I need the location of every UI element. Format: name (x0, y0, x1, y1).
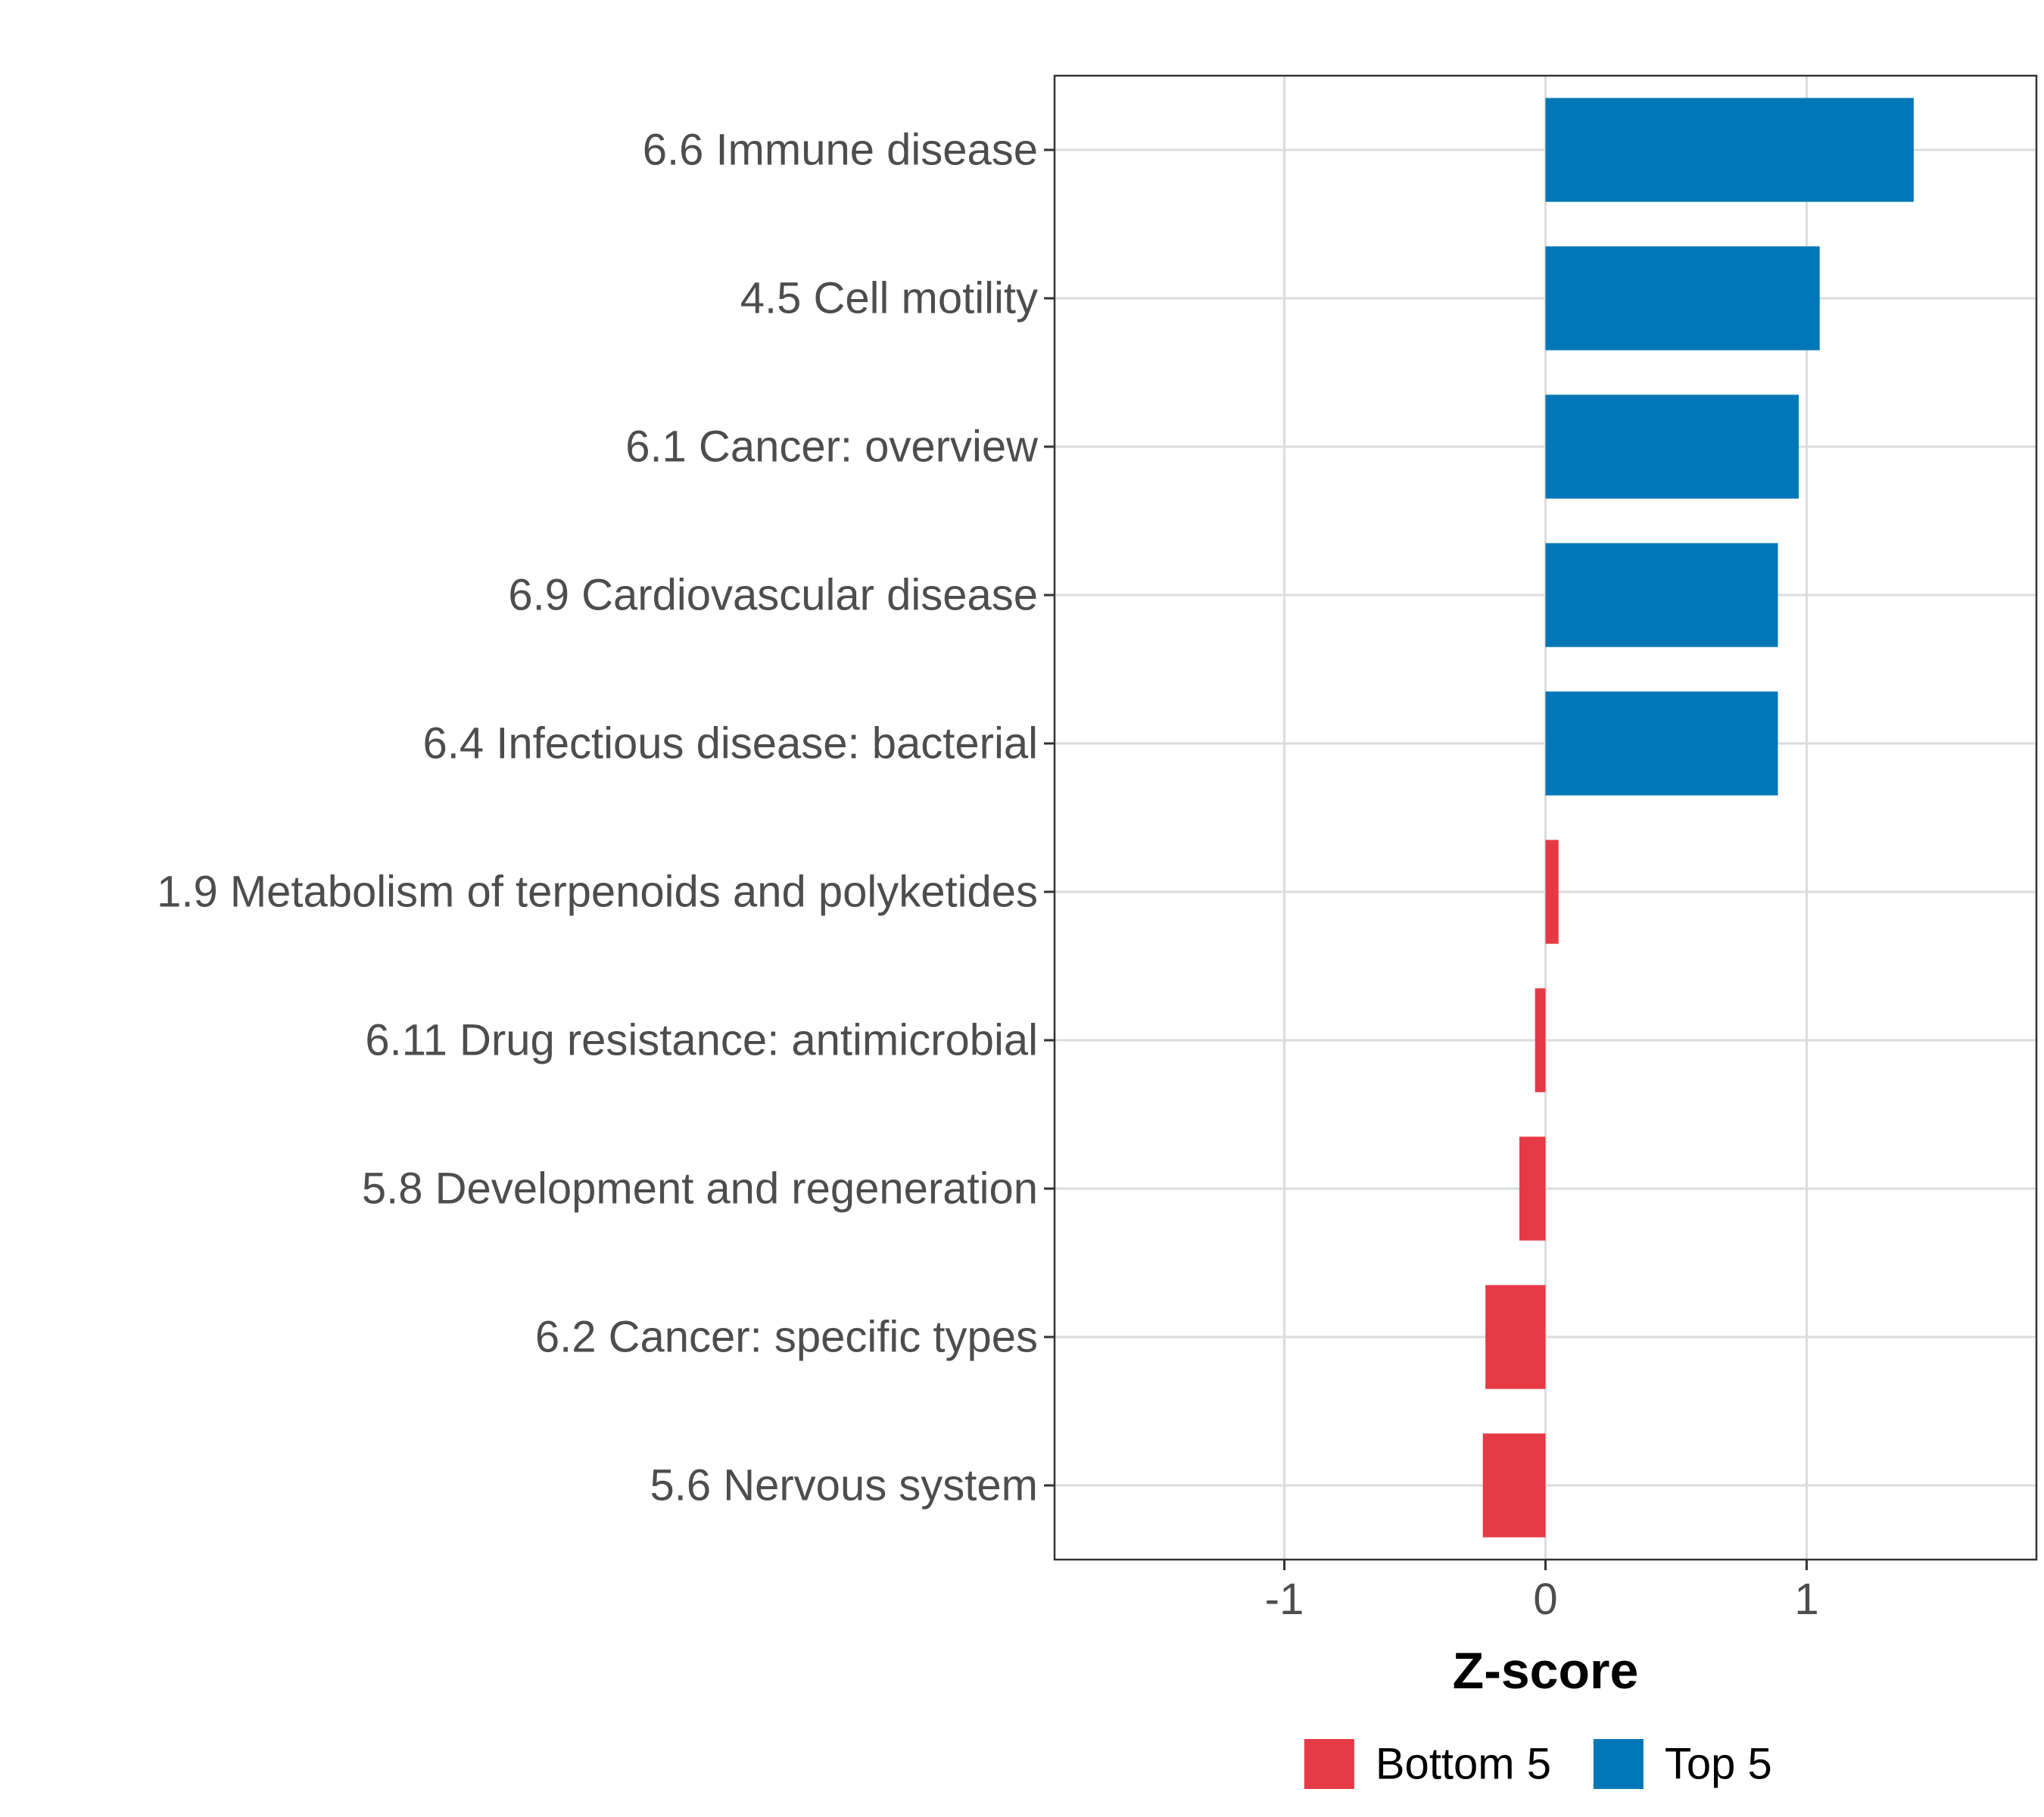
bar-5 (1545, 840, 1559, 944)
x-axis-title: Z-score (1453, 1642, 1639, 1700)
bar-9 (1482, 1433, 1546, 1538)
bar-0 (1545, 98, 1914, 202)
y-tick-label-6: 6.11 Drug resistance: antimicrobial (365, 1016, 1038, 1065)
x-tick-label-0: -1 (1265, 1575, 1304, 1624)
bar-4 (1545, 691, 1778, 796)
x-axis: -1 0 1 (1265, 1560, 1819, 1624)
bars (1482, 98, 1914, 1538)
y-tick-label-3: 6.9 Cardiovascular disease (508, 571, 1038, 620)
x-tick-label-2: 1 (1794, 1575, 1818, 1624)
legend-key-0 (1304, 1739, 1354, 1789)
y-tick-label-4: 6.4 Infectious disease: bacterial (423, 719, 1038, 768)
bar-1 (1545, 246, 1820, 351)
bar-7 (1519, 1136, 1546, 1241)
y-tick-label-7: 5.8 Development and regeneration (362, 1164, 1038, 1214)
bar-2 (1545, 394, 1799, 499)
x-tick-label-1: 0 (1533, 1575, 1557, 1624)
y-tick-label-9: 5.6 Nervous system (650, 1461, 1038, 1510)
y-tick-label-5: 1.9 Metabolism of terpenoids and polyket… (157, 868, 1038, 917)
bar-3 (1545, 543, 1778, 647)
legend: Bottom 5 Top 5 (1304, 1739, 1772, 1789)
legend-label-0: Bottom 5 (1376, 1740, 1551, 1789)
y-tick-label-0: 6.6 Immune disease (643, 126, 1038, 175)
bar-6 (1535, 988, 1546, 1092)
y-tick-label-8: 6.2 Cancer: specific types (535, 1313, 1038, 1362)
y-tick-label-1: 4.5 Cell motility (740, 274, 1038, 323)
legend-key-1 (1593, 1739, 1644, 1789)
bar-8 (1485, 1285, 1546, 1389)
legend-label-1: Top 5 (1665, 1740, 1772, 1789)
y-axis: 6.6 Immune disease 4.5 Cell motility 6.1 C… (157, 126, 1055, 1510)
y-tick-label-2: 6.1 Cancer: overview (625, 422, 1039, 472)
